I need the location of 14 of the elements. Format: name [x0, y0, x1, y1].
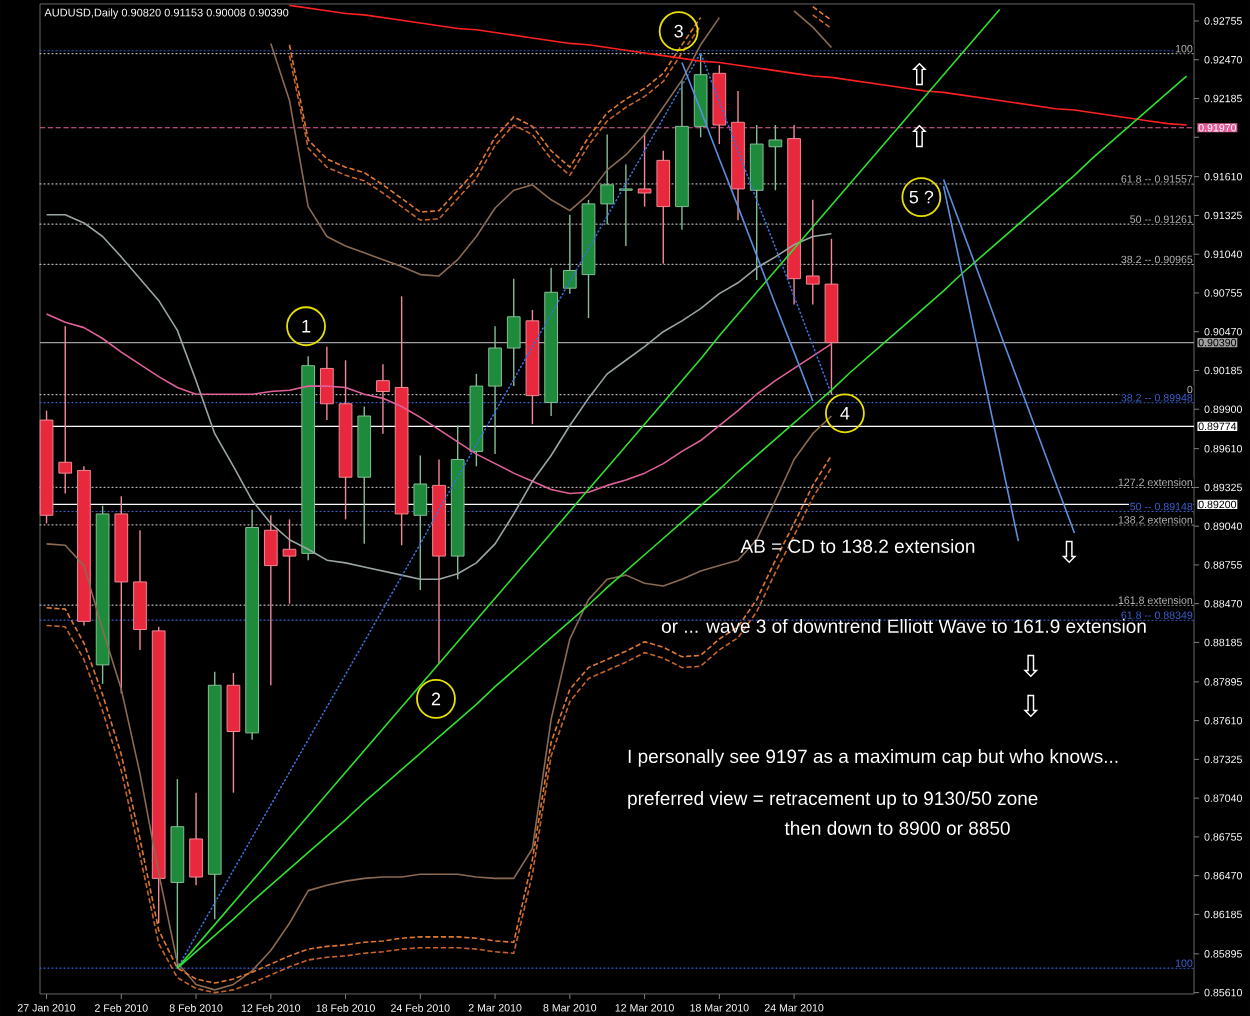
annotation: ⇧	[911, 62, 927, 86]
annotation: 2	[431, 692, 441, 706]
annotation: ⇩	[1023, 654, 1039, 678]
annotation: ⇩	[1023, 694, 1039, 718]
annotation: ⇩	[1061, 540, 1077, 564]
annotation: 4	[840, 407, 850, 420]
annotation: I personally see 9197 as a maximum cap but who knows...	[628, 749, 1118, 767]
annotation: 5 ?	[909, 190, 934, 204]
annotation: then down to 8900 or 8850	[784, 820, 1010, 835]
annotation: 1	[302, 320, 311, 333]
annotation: AB = CD to 138.2 extension	[740, 538, 975, 553]
annotation: 3	[674, 24, 683, 38]
annotation: ⇧	[911, 124, 927, 148]
annotation: preferred view = retracement up to 9130/50 zone	[628, 791, 1038, 809]
